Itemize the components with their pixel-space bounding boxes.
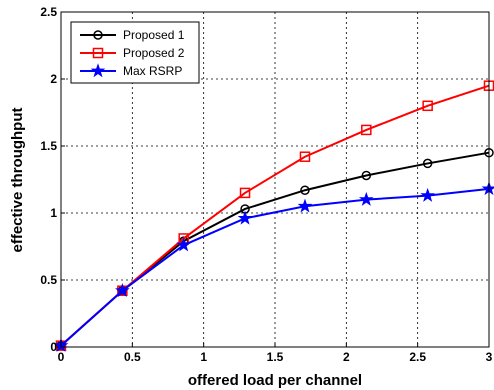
legend-label-proposed-2: Proposed 2 <box>123 46 185 60</box>
data-point-max-rsrp <box>114 282 130 297</box>
data-point-max-rsrp <box>420 187 436 202</box>
y-tick-label: 2 <box>50 72 57 86</box>
data-point-proposed-2 <box>361 124 372 136</box>
y-tick-label: 1.5 <box>40 139 57 153</box>
legend-label-proposed-1: Proposed 1 <box>123 28 185 42</box>
series-max-rsrp <box>53 181 494 352</box>
legend: Proposed 1 Proposed 2 Max RSRP <box>70 21 200 84</box>
data-point-max-rsrp <box>297 198 313 213</box>
data-point-proposed-1 <box>422 158 433 169</box>
x-tick-label: 1 <box>200 350 207 364</box>
series-line-max-rsrp <box>60 187 490 347</box>
data-point-proposed-1 <box>300 185 310 195</box>
y-axis-title: effective throughput <box>9 107 26 252</box>
y-tick-label: 1 <box>50 206 57 220</box>
y-tick-label: 2.5 <box>40 5 57 19</box>
data-point-proposed-1 <box>361 170 372 181</box>
legend-marker-max-rsrp <box>90 63 106 78</box>
data-point-max-rsrp <box>237 210 253 225</box>
x-axis-title: offered load per channel <box>188 372 362 389</box>
legend-label-max-rsrp: Max RSRP <box>123 64 182 78</box>
data-point-proposed-2 <box>239 187 251 199</box>
x-tick-label: 2.5 <box>409 350 426 364</box>
legend-marker-proposed-2 <box>92 47 104 59</box>
y-tick-label: 0 <box>50 340 57 354</box>
data-point-proposed-2 <box>299 151 311 162</box>
axis-ticks: 0 0.5 1 1.5 2 2.5 3 0 0.5 1 1.5 2 2.5 <box>40 5 492 364</box>
legend-marker-proposed-1 <box>93 30 103 40</box>
series-group <box>53 80 494 352</box>
data-point-proposed-2 <box>422 100 433 112</box>
data-point-max-rsrp <box>358 191 374 206</box>
x-tick-label: 1.5 <box>267 350 284 364</box>
x-tick-label: 0 <box>58 350 65 364</box>
x-tick-label: 2 <box>343 350 350 364</box>
x-tick-label: 3 <box>486 350 493 364</box>
y-tick-label: 0.5 <box>40 273 57 287</box>
x-tick-label: 0.5 <box>124 350 141 364</box>
data-point-max-rsrp <box>176 237 192 252</box>
